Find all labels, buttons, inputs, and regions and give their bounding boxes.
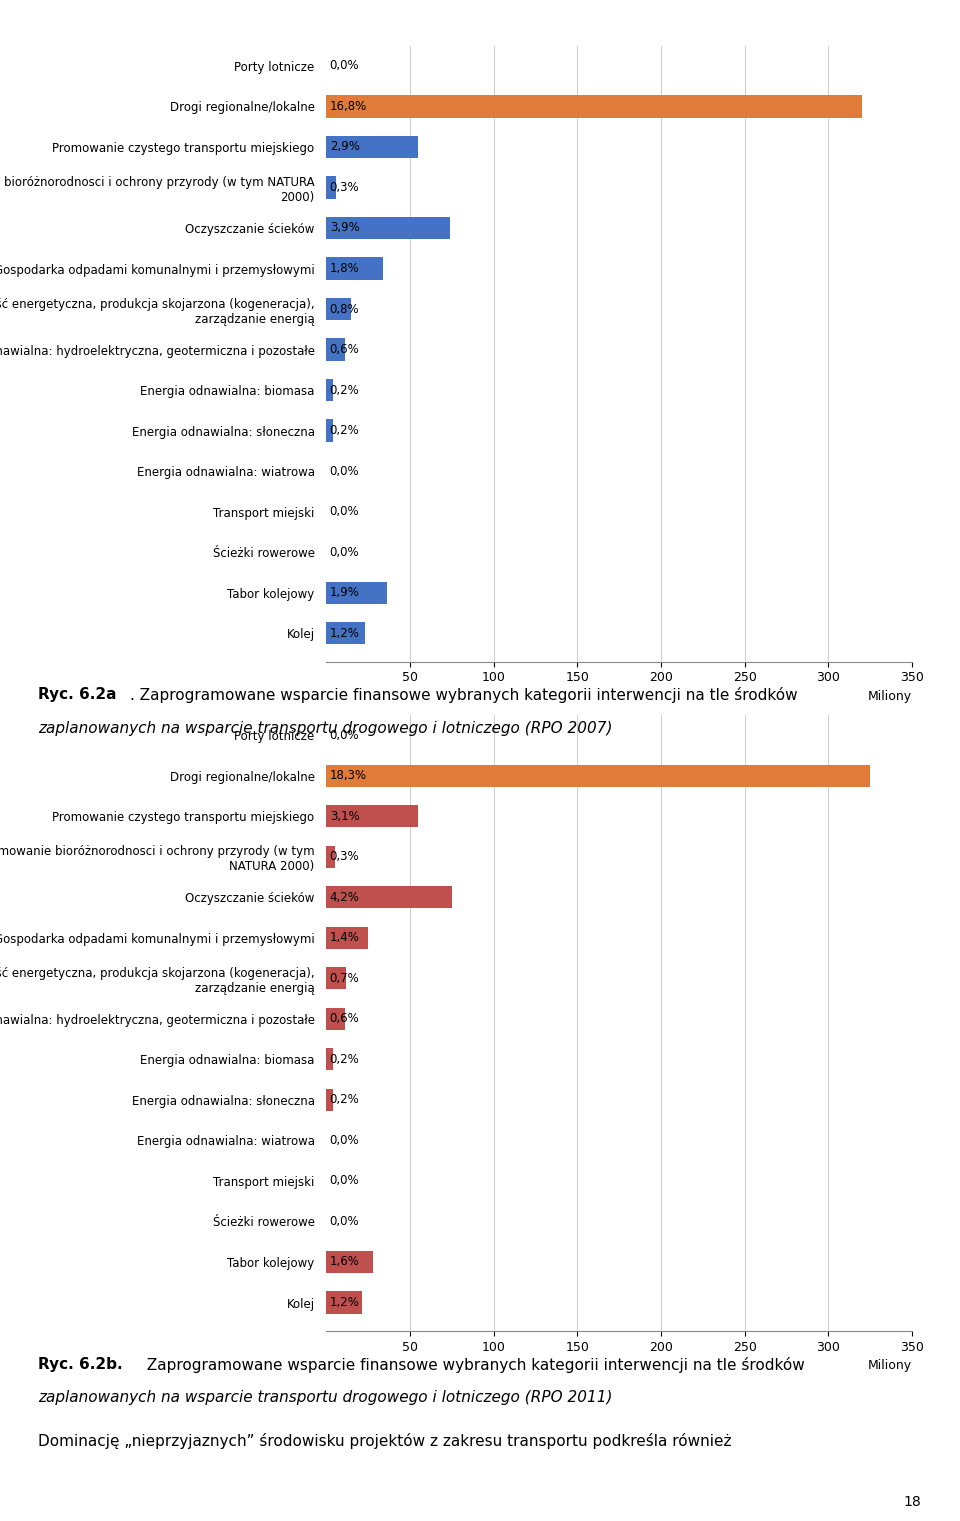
Text: 4,2%: 4,2% [329, 891, 360, 903]
Text: 1,2%: 1,2% [329, 1296, 360, 1310]
Bar [326, 1048, 333, 1071]
Bar [326, 339, 345, 360]
Text: 18: 18 [904, 1495, 922, 1509]
Bar [326, 1008, 345, 1030]
Text: 0,7%: 0,7% [329, 972, 359, 984]
Text: 0,2%: 0,2% [329, 383, 359, 397]
X-axis label: Miliony: Miliony [868, 1360, 912, 1372]
Bar [326, 967, 347, 990]
Text: 0,3%: 0,3% [329, 181, 359, 195]
Text: . Zaprogramowane wsparcie finansowe wybranych kategorii interwencji na tle środk: . Zaprogramowane wsparcie finansowe wybr… [130, 687, 797, 704]
Text: 3,9%: 3,9% [329, 222, 359, 234]
Text: Zaprogramowane wsparcie finansowe wybranych kategorii interwencji na tle środków: Zaprogramowane wsparcie finansowe wybran… [142, 1357, 804, 1373]
Text: zaplanowanych na wsparcie transportu drogowego i lotniczego (RPO 2007): zaplanowanych na wsparcie transportu dro… [38, 721, 612, 736]
Text: 18,3%: 18,3% [329, 770, 367, 782]
Text: 1,2%: 1,2% [329, 627, 360, 640]
Text: zaplanowanych na wsparcie transportu drogowego i lotniczego (RPO 2011): zaplanowanych na wsparcie transportu dro… [38, 1390, 612, 1405]
Text: 0,6%: 0,6% [329, 344, 359, 356]
Bar [326, 887, 452, 908]
Text: 0,0%: 0,0% [329, 1174, 359, 1188]
Text: 3,1%: 3,1% [329, 809, 359, 823]
Text: 0,0%: 0,0% [329, 546, 359, 558]
Bar [326, 805, 419, 827]
Text: 0,2%: 0,2% [329, 1053, 359, 1066]
Bar [326, 379, 333, 402]
Bar [326, 581, 387, 604]
Bar [326, 765, 870, 786]
Text: 0,0%: 0,0% [329, 1133, 359, 1147]
Bar [326, 926, 369, 949]
Bar [326, 1250, 373, 1273]
Text: 0,2%: 0,2% [329, 424, 359, 437]
Text: 0,0%: 0,0% [329, 505, 359, 519]
Bar [326, 176, 336, 199]
Text: 0,8%: 0,8% [329, 303, 359, 315]
X-axis label: Miliony: Miliony [868, 691, 912, 703]
Text: 0,0%: 0,0% [329, 729, 359, 742]
Bar [326, 96, 862, 117]
Text: 0,3%: 0,3% [329, 850, 359, 864]
Bar [326, 257, 383, 280]
Text: Dominację „nieprzyjaznych” środowisku projektów z zakresu transportu podkreśla r: Dominację „nieprzyjaznych” środowisku pr… [38, 1433, 732, 1450]
Text: 1,8%: 1,8% [329, 262, 359, 275]
Text: 0,0%: 0,0% [329, 1215, 359, 1227]
Bar [326, 1291, 362, 1314]
Bar [326, 420, 333, 441]
Bar [326, 846, 335, 868]
Bar [326, 622, 365, 645]
Bar [326, 135, 419, 158]
Text: 0,0%: 0,0% [329, 59, 359, 73]
Text: 0,0%: 0,0% [329, 464, 359, 478]
Text: 1,4%: 1,4% [329, 931, 360, 945]
Bar [326, 1089, 333, 1110]
Text: 0,2%: 0,2% [329, 1094, 359, 1106]
Text: Ryc. 6.2a: Ryc. 6.2a [38, 687, 117, 703]
Bar [326, 218, 450, 239]
Text: 1,6%: 1,6% [329, 1255, 360, 1269]
Text: Ryc. 6.2b.: Ryc. 6.2b. [38, 1357, 123, 1372]
Text: 2,9%: 2,9% [329, 140, 360, 154]
Text: 16,8%: 16,8% [329, 100, 367, 113]
Text: 1,9%: 1,9% [329, 586, 360, 599]
Text: 0,6%: 0,6% [329, 1013, 359, 1025]
Bar [326, 298, 351, 321]
